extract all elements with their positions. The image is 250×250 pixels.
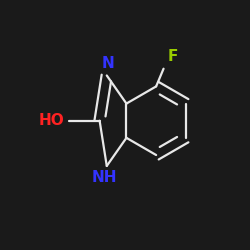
Text: HO: HO <box>38 113 64 128</box>
Text: F: F <box>168 50 178 64</box>
Text: NH: NH <box>91 170 117 185</box>
Text: N: N <box>102 56 115 71</box>
